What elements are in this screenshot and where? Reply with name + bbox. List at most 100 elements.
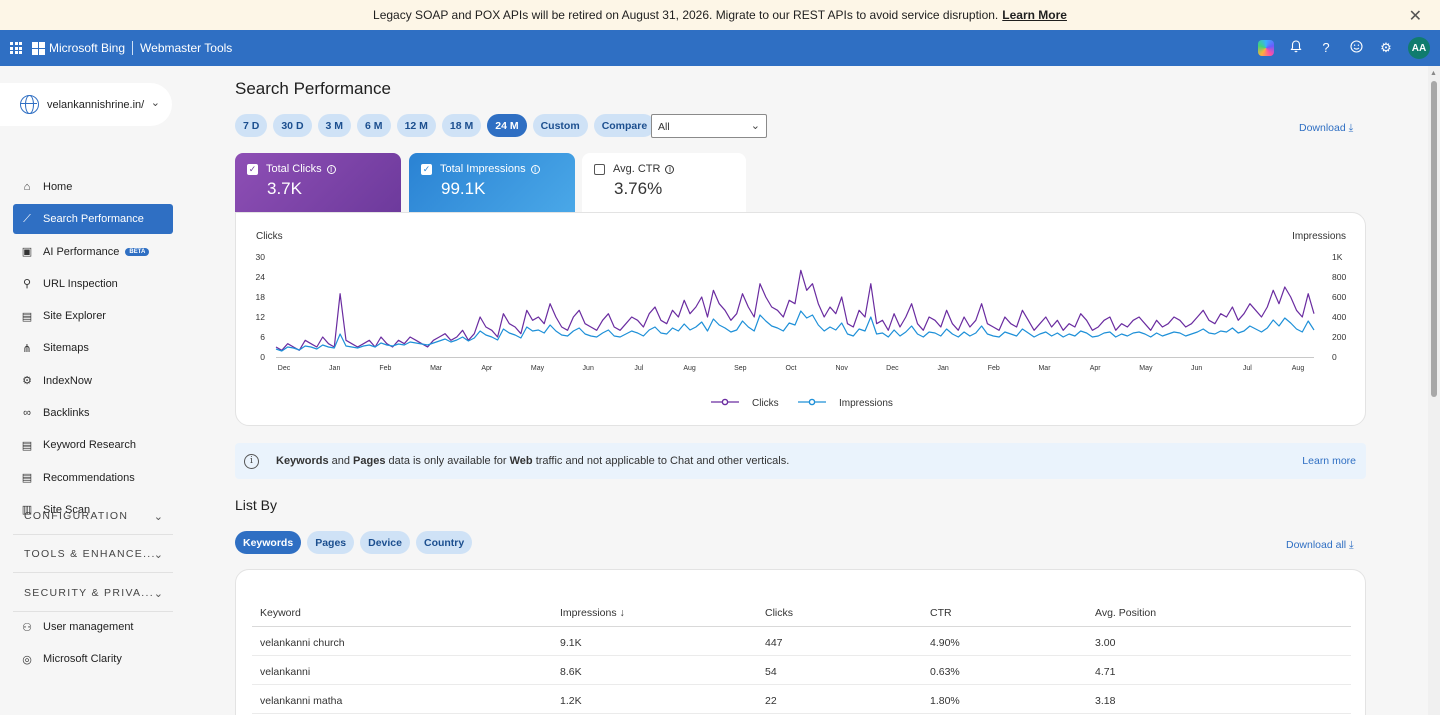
- x-tick-label: Jul: [634, 365, 643, 372]
- filter-value: All: [658, 121, 670, 133]
- section-tools-enhancements[interactable]: TOOLS & ENHANCE... ⌄: [13, 536, 173, 573]
- metric-value: 3.7K: [267, 179, 302, 198]
- sidebar-item-url-inspection[interactable]: ⚲ URL Inspection: [13, 269, 173, 299]
- y-left-axis-label: Clicks: [256, 231, 283, 242]
- info-icon[interactable]: i: [326, 164, 336, 174]
- learn-more-link[interactable]: Learn more: [1302, 455, 1356, 467]
- range-30d[interactable]: 30 D: [273, 114, 312, 137]
- gear-icon[interactable]: ⚙: [1380, 40, 1392, 55]
- column-header-ctr[interactable]: CTR: [930, 607, 952, 619]
- y-left-tick-label: 0: [260, 352, 265, 362]
- y-right-tick-label: 800: [1332, 272, 1346, 282]
- cell-clicks: 22: [765, 695, 777, 707]
- table-row[interactable]: velankanni 8.6K 54 0.63% 4.71: [252, 656, 1351, 685]
- smiley-icon[interactable]: [1348, 40, 1364, 56]
- tab-pages[interactable]: Pages: [307, 531, 355, 554]
- performance-chart: Clicks Impressions 0 0 6 200 12 400 18 600 24 800 30…: [256, 231, 1347, 409]
- close-icon[interactable]: ✕: [1408, 8, 1422, 25]
- download-button[interactable]: Download ⤓: [1299, 122, 1353, 135]
- site-selector[interactable]: velankannishrine.in/ ⌄: [0, 83, 172, 126]
- sidebar-item-site-scan[interactable]: ▥ Site Scan: [13, 495, 173, 525]
- cell-impressions: 9.1K: [560, 637, 582, 649]
- bell-icon[interactable]: [1288, 40, 1304, 56]
- tab-device[interactable]: Device: [360, 531, 410, 554]
- table-row[interactable]: velankanni church 9.1K 447 4.90% 3.00: [252, 627, 1351, 656]
- ai-icon: ▣: [21, 246, 33, 259]
- sidebar-item-search-performance[interactable]: ⟋ Search Performance: [13, 204, 173, 235]
- sidebar-item-label: Site Explorer: [43, 310, 106, 323]
- sidebar-item-recommendations[interactable]: ▤ Recommendations: [13, 463, 173, 493]
- cell-impressions: 1.2K: [560, 695, 582, 707]
- x-tick-label: Feb: [988, 365, 1000, 372]
- x-tick-label: Apr: [1090, 365, 1102, 372]
- sidebar-item-user-management[interactable]: ⚇ User management: [13, 612, 173, 642]
- y-left-tick-label: 6: [260, 332, 265, 342]
- metric-total-impressions[interactable]: ✓ Total Impressions i 99.1K: [409, 153, 575, 213]
- metric-avg-ctr[interactable]: Avg. CTR i 3.76%: [582, 153, 746, 213]
- download-all-button[interactable]: Download all ⤓: [1286, 539, 1354, 552]
- help-icon[interactable]: ?: [1322, 40, 1330, 55]
- range-6m[interactable]: 6 M: [357, 114, 391, 137]
- retirement-banner: Legacy SOAP and POX APIs will be retired…: [0, 0, 1440, 30]
- table-row[interactable]: velankanni matha 1.2K 22 1.80% 3.18: [252, 685, 1351, 714]
- range-18m[interactable]: 18 M: [441, 114, 482, 137]
- divider: [132, 41, 134, 55]
- banner-learn-more-link[interactable]: Learn More: [1002, 8, 1067, 22]
- sidebar-item-ai-performance[interactable]: ▣ AI Performance BETA: [13, 237, 173, 267]
- notice-keywords: Keywords: [276, 455, 329, 467]
- column-header-keyword[interactable]: Keyword: [260, 607, 301, 619]
- info-icon[interactable]: i: [530, 164, 540, 174]
- sidebar-item-label: Keyword Research: [43, 439, 136, 452]
- info-notice: i Keywords and Pages data is only availa…: [235, 443, 1366, 479]
- page-scrollbar[interactable]: ▲: [1428, 66, 1440, 715]
- apps-grid-icon[interactable]: [10, 42, 22, 54]
- tab-keywords[interactable]: Keywords: [235, 531, 302, 554]
- range-3m[interactable]: 3 M: [317, 114, 352, 137]
- sidebar-item-microsoft-clarity[interactable]: ◎ Microsoft Clarity: [13, 644, 173, 674]
- column-header-impressions[interactable]: Impressions ↓: [560, 607, 625, 619]
- info-icon[interactable]: i: [665, 164, 675, 174]
- download-label: Download: [1299, 122, 1346, 134]
- section-configuration[interactable]: CONFIGURATION ⌄: [13, 498, 173, 535]
- metric-total-clicks[interactable]: ✓ Total Clicks i 3.7K: [235, 153, 401, 213]
- tab-country[interactable]: Country: [415, 531, 473, 554]
- sidebar-item-sitemaps[interactable]: ⋔ Sitemaps: [13, 333, 173, 363]
- sidebar-item-label: Microsoft Clarity: [43, 653, 122, 666]
- range-7d[interactable]: 7 D: [235, 114, 268, 137]
- sidebar-item-home[interactable]: ⌂ Home: [13, 172, 173, 202]
- section-security-privacy[interactable]: SECURITY & PRIVA... ⌄: [13, 575, 173, 612]
- avatar[interactable]: AA: [1408, 37, 1430, 59]
- column-header-clicks[interactable]: Clicks: [765, 607, 793, 619]
- notice-web: Web: [509, 455, 533, 467]
- link-icon: ∞: [23, 407, 31, 420]
- sidebar-item-backlinks[interactable]: ∞ Backlinks: [13, 398, 173, 428]
- x-tick-label: May: [1139, 365, 1153, 372]
- cell-ctr: 1.80%: [930, 695, 960, 707]
- sidebar-item-indexnow[interactable]: ⚙ IndexNow: [13, 366, 173, 396]
- range-12m[interactable]: 12 M: [396, 114, 436, 137]
- section-label: CONFIGURATION: [24, 510, 129, 522]
- column-header-avg-position[interactable]: Avg. Position: [1095, 607, 1157, 619]
- sidebar: velankannishrine.in/ ⌄ ⌂ Home ⟋ Search P…: [0, 66, 180, 715]
- copilot-icon[interactable]: [1258, 40, 1274, 56]
- sidebar-item-site-explorer[interactable]: ▤ Site Explorer: [13, 301, 173, 331]
- chevron-down-icon: ⌄: [153, 548, 163, 561]
- traffic-filter-select[interactable]: All ⌄: [651, 114, 767, 138]
- scrollbar-thumb[interactable]: [1431, 81, 1437, 397]
- range-custom[interactable]: Custom: [532, 114, 588, 137]
- checkbox-checked-icon[interactable]: ✓: [421, 163, 432, 175]
- checkbox-unchecked-icon[interactable]: [594, 163, 605, 175]
- compare-button[interactable]: Compare: [593, 114, 656, 137]
- product-name[interactable]: Webmaster Tools: [140, 41, 233, 55]
- chevron-down-icon: ⌄: [153, 587, 163, 600]
- x-tick-label: Jun: [583, 365, 594, 372]
- scroll-up-arrow-icon[interactable]: ▲: [1430, 70, 1437, 77]
- y-right-tick-label: 400: [1332, 312, 1346, 322]
- sidebar-item-keyword-research[interactable]: ▤ Keyword Research: [13, 430, 173, 460]
- x-tick-label: Jul: [1243, 365, 1252, 372]
- cell-keyword: velankanni church: [260, 637, 345, 649]
- checkbox-checked-icon[interactable]: ✓: [247, 163, 258, 175]
- range-24m[interactable]: 24 M: [487, 114, 527, 137]
- brand-name[interactable]: Microsoft Bing: [49, 41, 126, 55]
- chevron-down-icon: ⌄: [750, 120, 760, 132]
